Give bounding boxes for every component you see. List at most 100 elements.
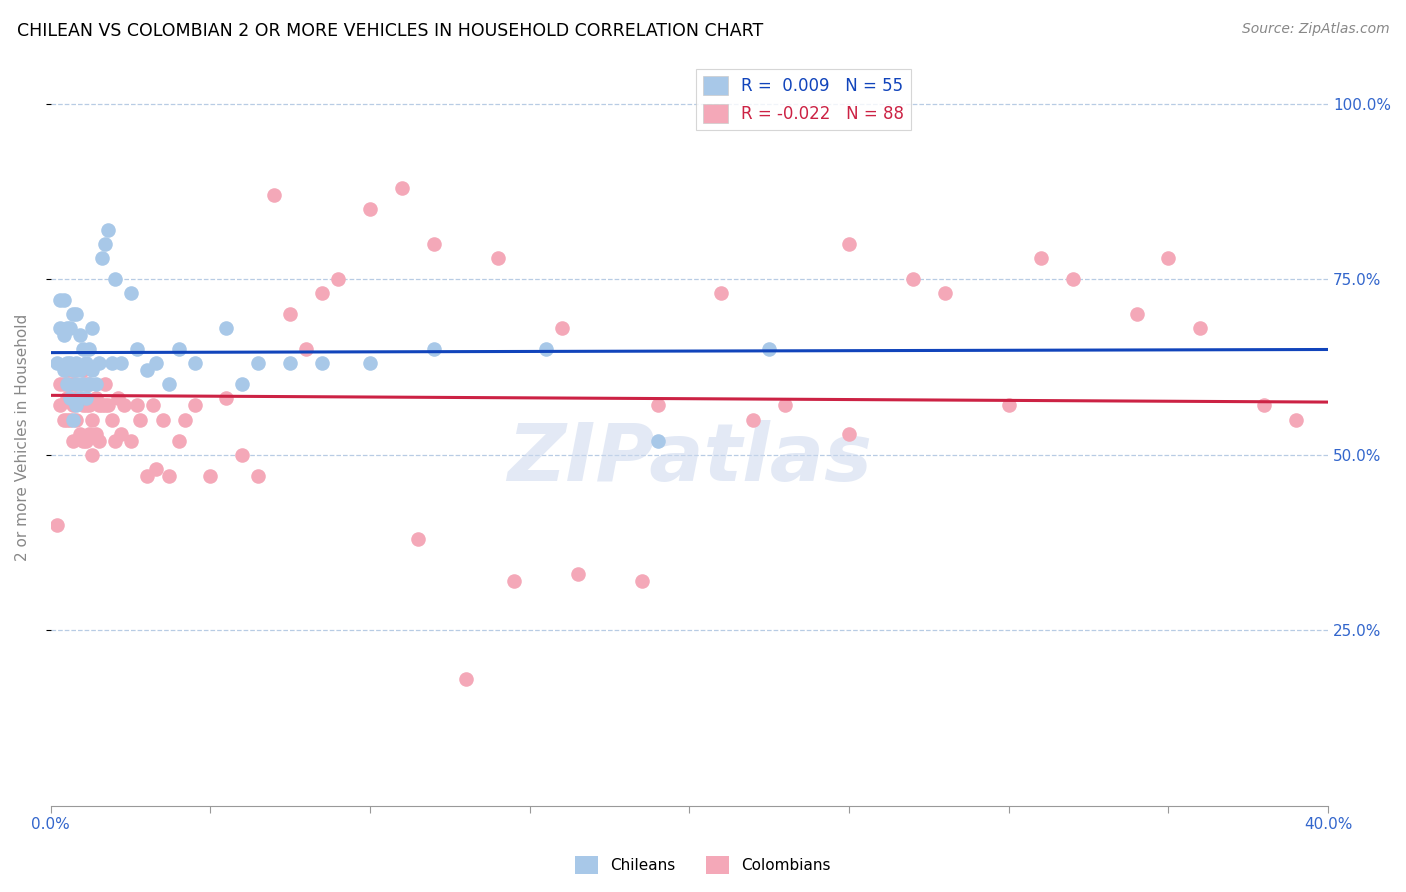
Point (82, 321, 104, 335)
Point (62, 399, 84, 413)
Point (125, 399, 148, 413)
Point (82, 412, 104, 426)
Point (157, 377, 180, 392)
Point (69, 392, 91, 406)
Point (65, 377, 87, 392)
Point (423, 343, 446, 357)
Point (838, 426, 860, 441)
Text: ZIPatlas: ZIPatlas (508, 420, 872, 498)
Point (142, 399, 165, 413)
Point (52, 363, 75, 377)
Point (183, 356, 205, 370)
Point (65, 356, 87, 370)
Point (69, 426, 91, 441)
Point (998, 399, 1021, 413)
Point (423, 237, 446, 252)
Point (278, 307, 301, 321)
Point (87, 356, 110, 370)
Point (100, 356, 122, 370)
Point (110, 426, 132, 441)
Point (104, 434, 127, 448)
Point (311, 356, 333, 370)
Point (295, 343, 318, 357)
Point (901, 272, 924, 286)
Point (1125, 307, 1147, 321)
Point (630, 574, 652, 588)
Point (65, 412, 87, 426)
Point (62, 307, 84, 321)
Point (135, 468, 157, 483)
Point (72, 434, 94, 448)
Point (56, 377, 79, 392)
Point (174, 412, 197, 426)
Point (75, 377, 97, 392)
Point (77, 426, 100, 441)
Point (90, 399, 112, 413)
Point (231, 377, 253, 392)
Point (84, 377, 107, 392)
Point (77, 399, 100, 413)
Point (84, 392, 107, 406)
Point (49, 377, 72, 392)
Point (100, 412, 122, 426)
Point (120, 434, 142, 448)
Y-axis label: 2 or more Vehicles in Household: 2 or more Vehicles in Household (15, 313, 30, 561)
Point (56, 321, 79, 335)
Point (1285, 412, 1308, 426)
Point (56, 356, 79, 370)
Point (72, 343, 94, 357)
Point (69, 328, 91, 343)
Point (157, 468, 180, 483)
Point (90, 251, 112, 265)
Point (97, 223, 120, 237)
Point (75, 392, 97, 406)
Point (567, 566, 589, 581)
Point (65, 399, 87, 413)
Point (200, 468, 222, 483)
Point (1157, 251, 1180, 265)
Point (486, 251, 509, 265)
Point (72, 399, 94, 413)
Legend: R =  0.009   N = 55, R = -0.022   N = 88: R = 0.009 N = 55, R = -0.022 N = 88 (696, 70, 911, 129)
Point (87, 399, 110, 413)
Point (59, 412, 82, 426)
Point (94, 377, 117, 392)
Point (247, 356, 270, 370)
Point (1062, 272, 1084, 286)
Point (112, 399, 135, 413)
Point (62, 377, 84, 392)
Point (75, 434, 97, 448)
Point (215, 392, 238, 406)
Text: Source: ZipAtlas.com: Source: ZipAtlas.com (1241, 22, 1389, 37)
Point (65, 392, 87, 406)
Point (838, 237, 860, 252)
Point (129, 412, 152, 426)
Point (87, 434, 110, 448)
Point (125, 343, 148, 357)
Point (359, 202, 381, 216)
Point (710, 286, 733, 301)
Point (65, 307, 87, 321)
Point (758, 343, 780, 357)
Point (94, 399, 117, 413)
Point (775, 399, 797, 413)
Point (167, 434, 190, 448)
Point (52, 412, 75, 426)
Point (72, 363, 94, 377)
Point (46, 356, 69, 370)
Point (77, 377, 100, 392)
Point (52, 293, 75, 308)
Point (69, 392, 91, 406)
Point (59, 392, 82, 406)
Point (59, 377, 82, 392)
Point (56, 363, 79, 377)
Point (52, 377, 75, 392)
Point (94, 237, 117, 252)
Point (49, 321, 72, 335)
Point (120, 286, 142, 301)
Point (107, 392, 129, 406)
Point (72, 377, 94, 392)
Point (75, 356, 97, 370)
Point (59, 356, 82, 370)
Point (84, 426, 107, 441)
